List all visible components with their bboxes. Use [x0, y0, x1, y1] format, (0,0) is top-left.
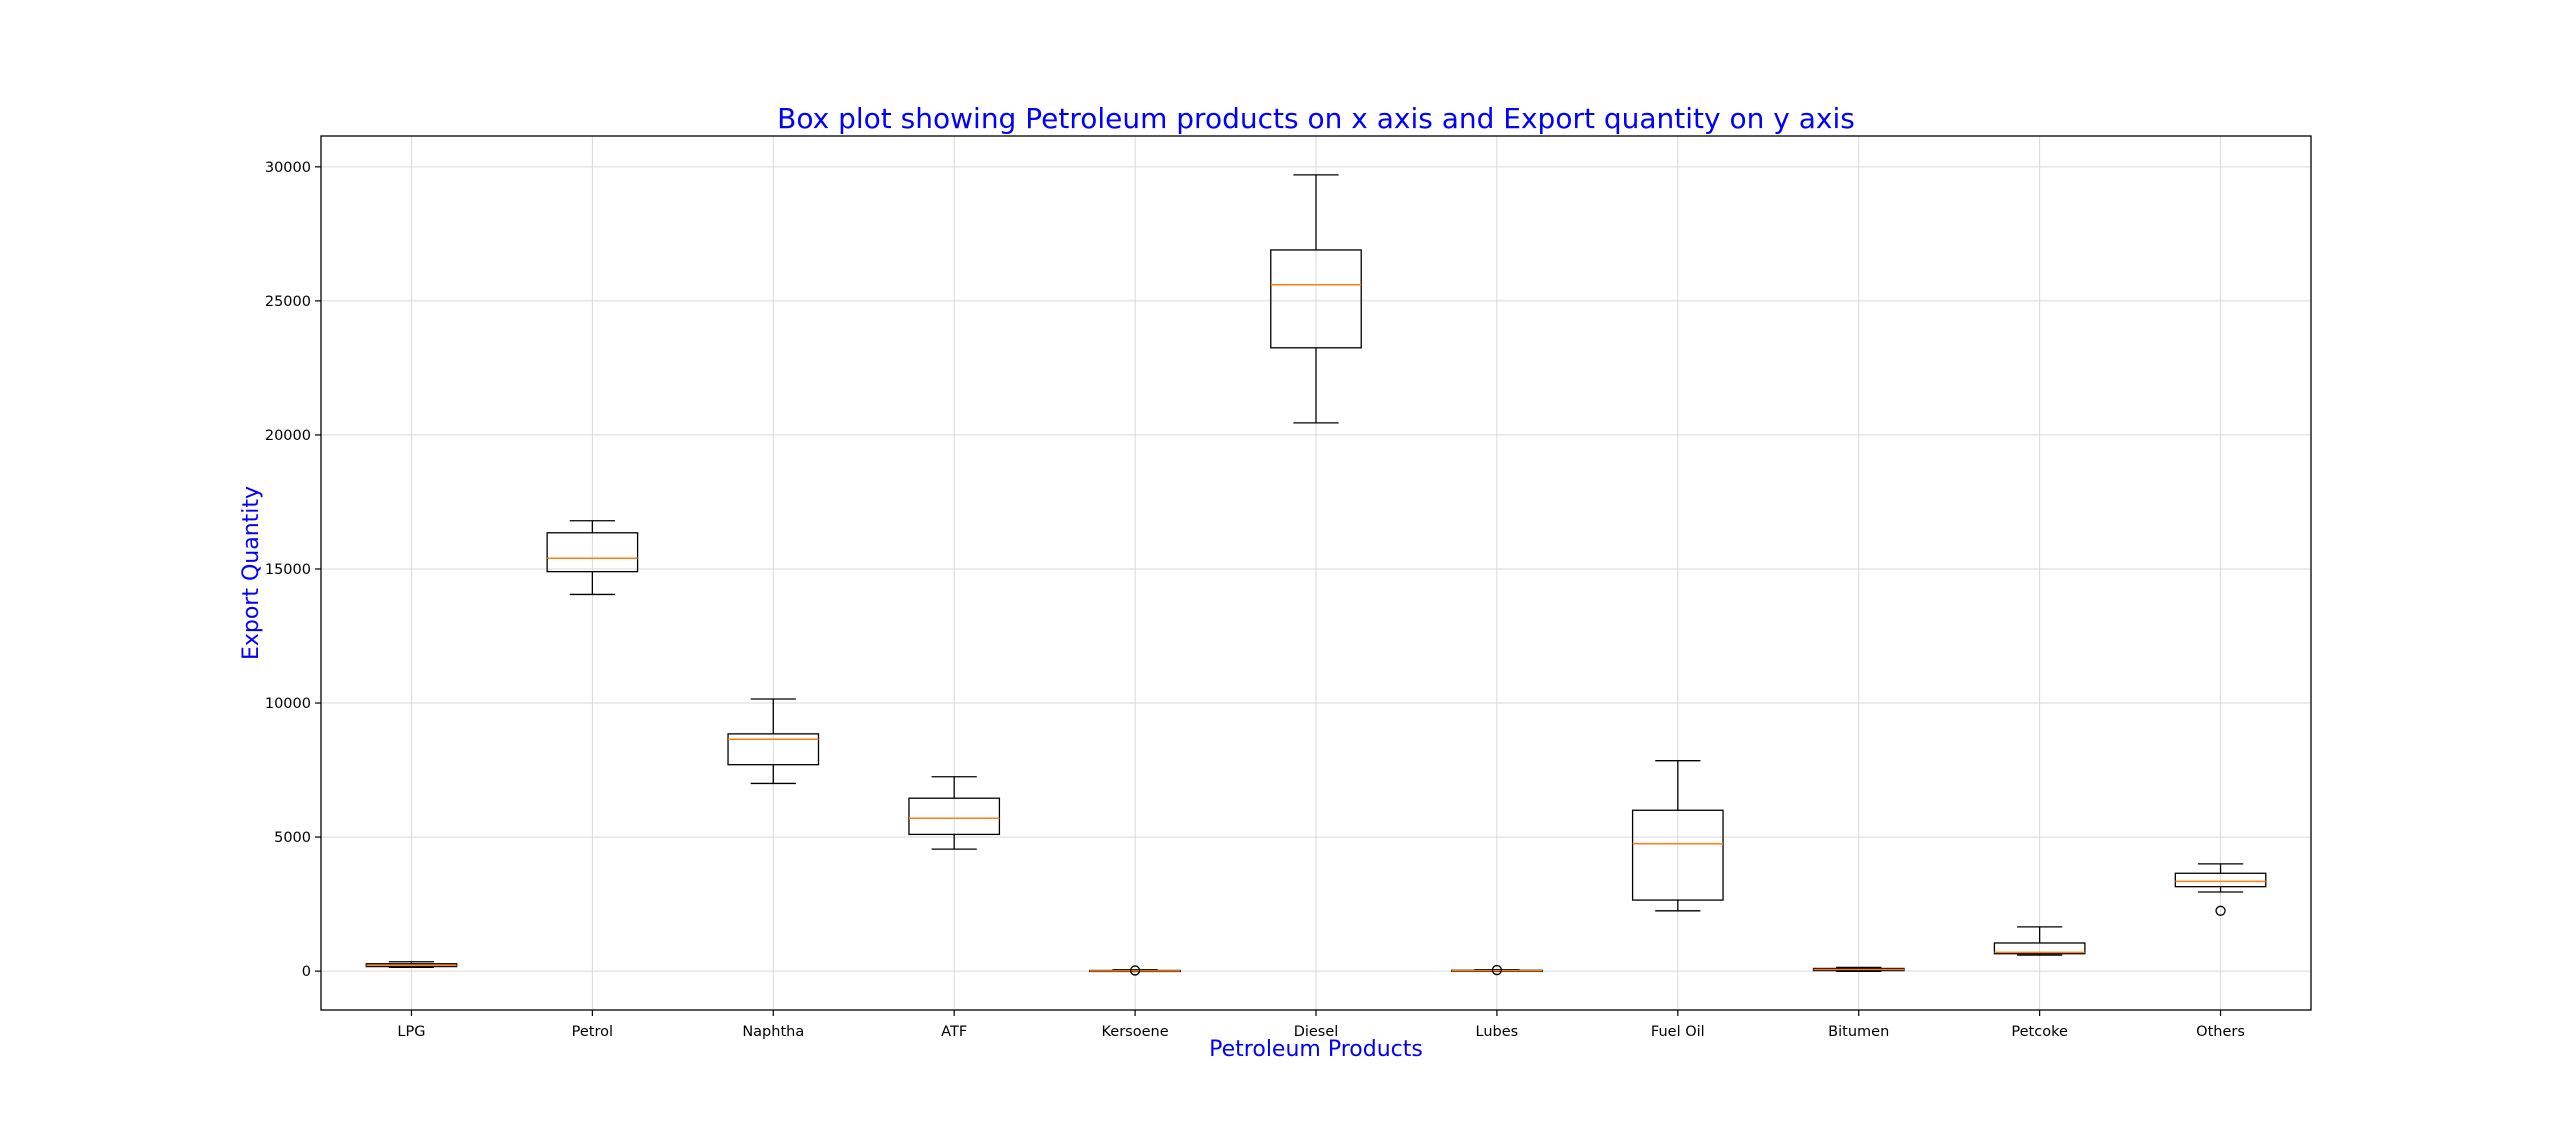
y-tick-label-2: 10000: [265, 696, 311, 712]
y-tick-label-4: 20000: [265, 428, 311, 444]
x-axis-label: Petroleum Products: [1209, 1037, 1423, 1062]
box-others: [2174, 863, 2267, 916]
iqr-box: [546, 532, 639, 573]
box-lubes: [1451, 964, 1543, 976]
x-tick-label-0: LPG: [397, 1024, 425, 1040]
x-tick-label-8: Bitumen: [1828, 1024, 1889, 1040]
box-diesel: [1270, 174, 1362, 424]
y-tick-label-6: 30000: [265, 160, 311, 176]
iqr-box: [727, 733, 820, 766]
outlier-point-0: [1129, 965, 1141, 976]
outlier-point-0: [1491, 964, 1503, 976]
x-tick-label-3: ATF: [941, 1024, 967, 1040]
box-kersoene: [1089, 965, 1181, 976]
box-petcoke: [1993, 926, 2086, 956]
iqr-box: [1270, 249, 1362, 349]
box-fuel-oil: [1631, 760, 1724, 912]
x-tick-label-10: Others: [2196, 1024, 2245, 1040]
y-tick-label-3: 15000: [265, 562, 311, 578]
iqr-box: [908, 797, 1001, 836]
outlier-point-0: [2215, 905, 2226, 916]
box-bitumen: [1812, 966, 1905, 973]
box-naphtha: [727, 698, 820, 785]
box-layer: [365, 174, 2267, 976]
iqr-box: [1993, 942, 2086, 955]
x-tick-label-1: Petrol: [572, 1024, 613, 1040]
chart-title: Box plot showing Petroleum products on x…: [777, 102, 1855, 135]
x-tick-label-9: Petcoke: [2011, 1024, 2068, 1040]
grid-layer: [321, 136, 2311, 1010]
x-tick-label-2: Naphtha: [742, 1024, 804, 1040]
tick-layer: 0 5000 10000 15000 20000 25000 30000 LPG Petrol N…: [265, 160, 2245, 1040]
x-tick-label-7: Fuel Oil: [1651, 1024, 1705, 1040]
box-lpg: [365, 961, 458, 969]
iqr-box: [1631, 809, 1724, 901]
x-tick-label-5: Diesel: [1294, 1024, 1339, 1040]
x-tick-label-6: Lubes: [1476, 1024, 1519, 1040]
x-tick-label-4: Kersoene: [1102, 1024, 1169, 1040]
iqr-box: [2174, 872, 2267, 888]
y-tick-label-1: 5000: [274, 830, 311, 846]
y-tick-label-5: 25000: [265, 294, 311, 310]
y-axis-label: Export Quantity: [239, 486, 264, 660]
y-tick-label-0: 0: [302, 964, 311, 980]
box-petrol: [546, 520, 639, 596]
box-atf: [908, 776, 1001, 850]
